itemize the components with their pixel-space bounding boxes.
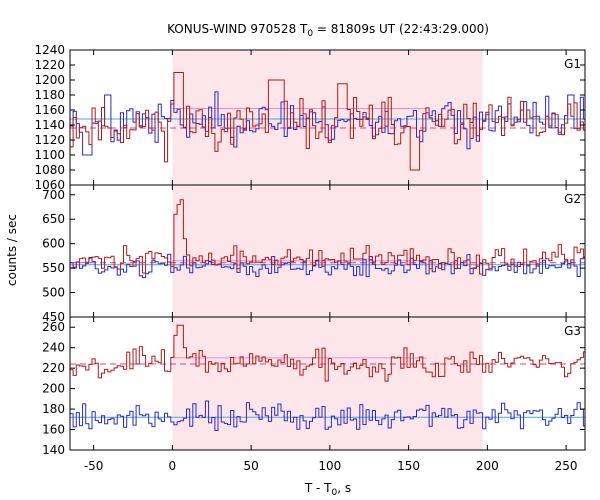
x-tick-label: 0 bbox=[169, 459, 177, 473]
x-tick-label: 200 bbox=[476, 459, 499, 473]
red-series-g1 bbox=[70, 72, 585, 171]
y-tick-label: 1120 bbox=[34, 133, 65, 147]
panel-data bbox=[70, 72, 585, 171]
panel-label: G3 bbox=[564, 324, 581, 338]
y-tick-label: 450 bbox=[42, 310, 65, 324]
panel-label: G1 bbox=[564, 57, 581, 71]
y-tick-label: 550 bbox=[42, 261, 65, 275]
panel-g2: 450 500 550 600 650 700 G2 bbox=[42, 184, 586, 324]
blue-series-g3 bbox=[70, 400, 585, 431]
chart-title: KONUS-WIND 970528 T0 = 81809s UT (22:43:… bbox=[167, 22, 489, 39]
y-tick-label: 180 bbox=[42, 402, 65, 416]
red-series-g3 bbox=[70, 324, 585, 382]
x-tick-label: -50 bbox=[84, 459, 104, 473]
y-tick-label: 1080 bbox=[34, 163, 65, 177]
red-series-g2 bbox=[70, 199, 585, 275]
y-tick-label: 1180 bbox=[34, 88, 65, 102]
y-tick-label: 220 bbox=[42, 361, 65, 375]
y-tick-label: 650 bbox=[42, 212, 65, 226]
x-axis-label: T - T0, s bbox=[304, 481, 351, 498]
y-tick-label: 260 bbox=[42, 320, 65, 334]
y-tick-label: 1160 bbox=[34, 103, 65, 117]
x-tick-label: 100 bbox=[318, 459, 341, 473]
y-tick-label: 1100 bbox=[34, 148, 65, 162]
shaded-interval bbox=[172, 50, 483, 185]
y-tick-label: 600 bbox=[42, 237, 65, 251]
panels-group: 1060108011001120114011601180120012201240… bbox=[34, 43, 586, 473]
panel-data bbox=[70, 324, 585, 431]
blue-series-g1 bbox=[70, 91, 585, 156]
panel-g3: 140 160 180 200 220 240 260 -50 0 50 100 150 200 250 G… bbox=[42, 316, 586, 473]
panel-g1: 1060108011001120114011601180120012201240… bbox=[34, 43, 586, 192]
shaded-interval bbox=[172, 317, 483, 450]
shaded-interval bbox=[172, 185, 483, 317]
y-axis-label: counts / sec bbox=[5, 214, 19, 286]
y-tick-label: 140 bbox=[42, 443, 65, 457]
y-tick-label: 240 bbox=[42, 341, 65, 355]
panel-data bbox=[70, 199, 585, 279]
x-tick-label: 250 bbox=[555, 459, 578, 473]
y-tick-label: 200 bbox=[42, 382, 65, 396]
y-tick-label: 500 bbox=[42, 286, 65, 300]
y-tick-label: 1240 bbox=[34, 43, 65, 57]
y-tick-label: 1200 bbox=[34, 73, 65, 87]
y-tick-label: 160 bbox=[42, 423, 65, 437]
blue-series-g2 bbox=[70, 253, 585, 279]
x-tick-label: 50 bbox=[243, 459, 258, 473]
y-tick-label: 1140 bbox=[34, 118, 65, 132]
x-tick-label: 150 bbox=[397, 459, 420, 473]
y-tick-label: 1220 bbox=[34, 58, 65, 72]
y-tick-label: 700 bbox=[42, 188, 65, 202]
y-tick-label: 1060 bbox=[34, 178, 65, 192]
panel-frame bbox=[69, 316, 586, 451]
panel-label: G2 bbox=[564, 192, 581, 206]
